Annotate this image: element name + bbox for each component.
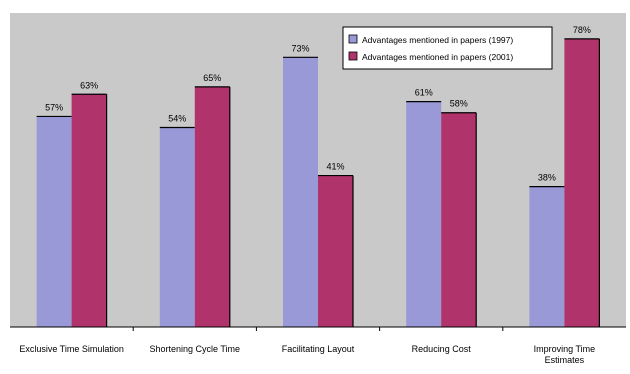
data-label-s1-1: 57%: [45, 102, 63, 112]
bar-s1-5: [529, 186, 565, 327]
bar-s2-2: [194, 86, 230, 327]
bar-s2-3: [318, 175, 353, 327]
bar-s1-3: [283, 57, 318, 328]
data-label-s2-3: 41%: [326, 162, 344, 172]
bar-s1-1: [36, 116, 72, 327]
legend-swatch-1: [348, 34, 358, 44]
data-label-s1-4: 61%: [415, 88, 433, 98]
x-tick-label-3: Facilitating Layout: [282, 344, 355, 354]
x-tick-label-2: Shortening Cycle Time: [150, 344, 241, 354]
data-label-s2-5: 78%: [573, 25, 591, 35]
legend-label-1: Advantages mentioned in papers (1997): [362, 35, 513, 45]
data-label-s1-2: 54%: [168, 114, 186, 124]
data-label-s1-5: 38%: [538, 173, 556, 183]
legend-label-2: Advantages mentioned in papers (2001): [362, 52, 513, 62]
bar-s2-4: [441, 112, 477, 327]
data-label-s2-4: 58%: [450, 99, 468, 109]
bar-s2-1: [71, 94, 107, 327]
data-label-s1-3: 73%: [291, 43, 309, 53]
bar-s1-2: [159, 127, 195, 328]
x-tick-label-1: Exclusive Time Simulation: [19, 344, 124, 354]
x-tick-label-4: Reducing Cost: [412, 344, 472, 354]
legend-swatch-2: [348, 51, 358, 61]
bar-s2-5: [564, 38, 600, 327]
data-label-s2-2: 65%: [203, 73, 221, 83]
data-label-s2-1: 63%: [80, 80, 98, 90]
bar-s1-4: [406, 101, 442, 328]
x-tick-label-5: Improving Time Estimates: [534, 344, 596, 365]
legend-box: [342, 26, 553, 70]
